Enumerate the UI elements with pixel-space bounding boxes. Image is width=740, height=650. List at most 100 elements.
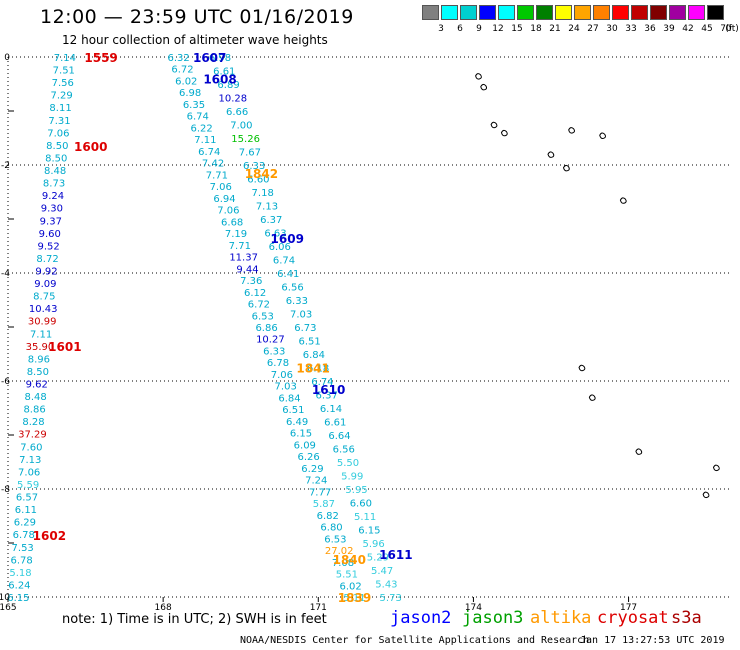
island-outlines <box>475 73 720 499</box>
pass-time-label: 1608 <box>203 73 236 87</box>
island-outline <box>578 364 586 372</box>
swh-value: 10.27 <box>256 335 285 346</box>
swh-value: 5.47 <box>371 566 393 577</box>
swh-value: 7.51 <box>53 66 75 77</box>
swh-value: 6.49 <box>286 417 308 428</box>
swh-value: 5.95 <box>345 485 367 496</box>
swh-value: 37.29 <box>18 430 47 441</box>
swh-value: 6.51 <box>298 337 320 348</box>
swh-value: 6.98 <box>179 88 201 99</box>
legend-swatch <box>479 5 496 20</box>
swh-value: 8.73 <box>43 179 65 190</box>
lon-label: 171 <box>310 603 327 613</box>
swh-value: 6.15 <box>7 593 29 604</box>
swh-value: 6.84 <box>303 350 325 361</box>
swh-value: 8.11 <box>49 103 71 114</box>
swh-value: 6.63 <box>264 229 286 240</box>
swh-value: 7.36 <box>240 276 262 287</box>
swh-value: 7.11 <box>30 329 52 340</box>
island-outline <box>568 127 575 134</box>
legend-label: 70 <box>720 24 732 34</box>
swh-value: 6.02 <box>175 76 197 87</box>
swh-value: 8.72 <box>36 254 58 265</box>
wave-height-tracks: 7.147.517.567.298.117.317.068.508.508.48… <box>7 53 402 604</box>
swh-value: 6.35 <box>183 100 205 111</box>
legend-swatch <box>517 5 534 20</box>
map-frame <box>7 56 732 602</box>
timestamp-text: Jan 17 13:27:53 UTC 2019 <box>580 635 725 646</box>
satellite-name: cryosat <box>597 608 669 628</box>
legend-swatch <box>669 5 686 20</box>
swh-value: 6.84 <box>278 393 300 404</box>
swh-value: 5.87 <box>313 499 335 510</box>
pass-time-label: 1607 <box>193 51 226 65</box>
swh-value: 6.68 <box>221 217 243 228</box>
swh-value: 6.11 <box>15 505 37 516</box>
swh-value: 5.50 <box>337 458 359 469</box>
pass-time-label: 1840 <box>333 553 366 567</box>
legend-label: 45 <box>701 24 713 34</box>
swh-value: 7.71 <box>229 241 251 252</box>
satellite-name: s3a <box>671 608 702 628</box>
pass-time-label: 1841 <box>296 362 329 376</box>
pass-time-label: 1609 <box>271 232 304 246</box>
pass-time-label: 1600 <box>74 140 107 154</box>
swh-value: 7.13 <box>19 455 41 466</box>
swh-value: 7.11 <box>194 135 216 146</box>
swh-value: 7.77 <box>309 487 331 498</box>
island-outline <box>562 164 570 172</box>
island-outline <box>480 83 488 91</box>
swh-value: 7.08 <box>332 558 354 569</box>
legend-swatch <box>650 5 667 20</box>
legend-label: 36 <box>644 24 656 34</box>
legend-swatch <box>422 5 439 20</box>
swh-value: 5.73 <box>380 593 402 604</box>
swh-value: 6.74 <box>311 377 333 388</box>
legend-label: 15 <box>511 24 523 34</box>
swh-value: 8.48 <box>44 166 66 177</box>
swh-value: 6.09 <box>294 440 316 451</box>
swh-value: 7.13 <box>256 202 278 213</box>
swh-value: 6.15 <box>358 526 380 537</box>
legend-swatch <box>593 5 610 20</box>
swh-value: 6.74 <box>187 112 209 123</box>
swh-value: 8.86 <box>23 405 45 416</box>
swh-value: 8.28 <box>22 417 44 428</box>
swh-value: 7.14 <box>54 53 76 64</box>
swh-value: 7.60 <box>20 442 42 453</box>
swh-value: 6.33 <box>263 346 285 357</box>
swh-value: 7.00 <box>230 121 252 132</box>
legend-swatch <box>574 5 591 20</box>
lon-label: 165 <box>0 603 17 613</box>
island-outline <box>475 73 482 80</box>
swh-value: 7.71 <box>206 170 228 181</box>
swh-value: 5.99 <box>341 472 363 483</box>
legend-swatch <box>631 5 648 20</box>
swh-value: 7.18 <box>252 188 274 199</box>
swh-value: 5.29 <box>367 553 389 564</box>
legend-label: 27 <box>587 24 599 34</box>
legend-swatch <box>612 5 629 20</box>
swh-value: 5.43 <box>375 580 397 591</box>
lon-label: 174 <box>465 603 482 613</box>
legend-label: 42 <box>682 24 694 34</box>
map-subtitle: 12 hour collection of altimeter wave hei… <box>62 33 328 47</box>
swh-value: 7.29 <box>51 91 73 102</box>
swh-value: 6.15 <box>290 429 312 440</box>
swh-value: 6.72 <box>171 65 193 76</box>
swh-value: 5.59 <box>17 480 39 491</box>
legend-label: 3 <box>438 24 444 34</box>
legend-swatch <box>688 5 705 20</box>
swh-value: 9.60 <box>39 229 61 240</box>
swh-value: 6.18 <box>307 364 329 375</box>
island-outline <box>712 464 720 472</box>
swh-value: 6.24 <box>8 580 30 591</box>
lat-label: 0 <box>4 53 10 63</box>
swh-value: 6.78 <box>13 530 35 541</box>
swh-value: 10.28 <box>219 94 248 105</box>
swh-value: 6.74 <box>198 147 220 158</box>
swh-value: 6.78 <box>267 358 289 369</box>
swh-value: 6.51 <box>282 405 304 416</box>
swh-value: 6.29 <box>301 464 323 475</box>
